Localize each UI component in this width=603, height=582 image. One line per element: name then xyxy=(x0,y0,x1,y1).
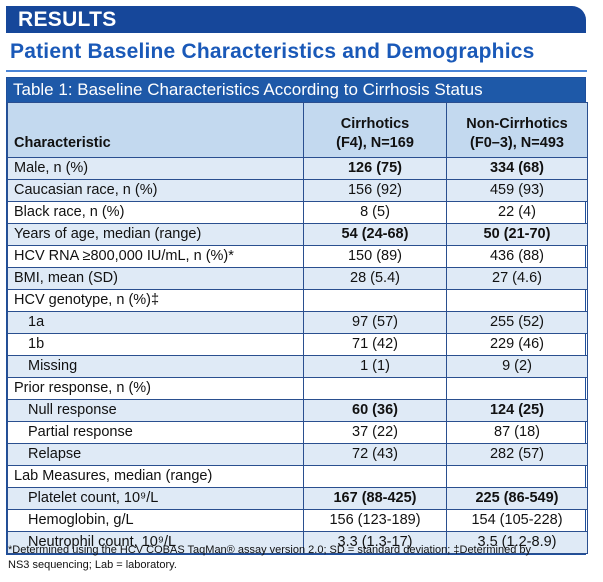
cirrhotics-value: 126 (75) xyxy=(303,157,447,180)
cirrhotics-value: 28 (5.4) xyxy=(303,267,447,290)
non-cirrhotics-value: 154 (105-228) xyxy=(446,509,588,532)
table-row: BMI, mean (SD) 28 (5.4) 27 (4.6) xyxy=(7,267,588,290)
cirrhotics-value: 97 (57) xyxy=(303,311,447,334)
non-cirrhotics-value: 9 (2) xyxy=(446,355,588,378)
cirrhotics-value: 54 (24-68) xyxy=(303,223,447,246)
table-row: Partial response 37 (22) 87 (18) xyxy=(7,421,588,444)
footnote-line-2: NS3 sequencing; Lab = laboratory. xyxy=(8,559,177,571)
table-row: Null response 60 (36) 124 (25) xyxy=(7,399,588,422)
row-label: Relapse xyxy=(7,443,304,466)
banner-title: RESULTS xyxy=(18,8,117,31)
row-label: Black race, n (%) xyxy=(7,201,304,224)
cirrhotics-value: 167 (88-425) xyxy=(303,487,447,510)
table-row: 1a 97 (57) 255 (52) xyxy=(7,311,588,334)
table-row: Prior response, n (%) xyxy=(7,377,588,400)
non-cirrhotics-value: 334 (68) xyxy=(446,157,588,180)
header-cirrhotics-line2: (F4), N=169 xyxy=(336,135,414,151)
non-cirrhotics-value: 255 (52) xyxy=(446,311,588,334)
row-label: Missing xyxy=(7,355,304,378)
non-cirrhotics-value: 459 (93) xyxy=(446,179,588,202)
table-title: Table 1: Baseline Characteristics Accord… xyxy=(7,78,585,102)
non-cirrhotics-value: 124 (25) xyxy=(446,399,588,422)
cirrhotics-value: 37 (22) xyxy=(303,421,447,444)
baseline-table: Table 1: Baseline Characteristics Accord… xyxy=(6,77,588,555)
cirrhotics-value xyxy=(303,289,447,312)
row-label: Caucasian race, n (%) xyxy=(7,179,304,202)
subtitle-divider xyxy=(6,70,587,72)
cirrhotics-value: 156 (92) xyxy=(303,179,447,202)
table-row: Caucasian race, n (%) 156 (92) 459 (93) xyxy=(7,179,588,202)
non-cirrhotics-value: 22 (4) xyxy=(446,201,588,224)
header-row: Characteristic Cirrhotics (F4), N=169 No… xyxy=(7,102,588,158)
row-label: Neutrophil count, 10⁹/L xyxy=(7,531,304,554)
row-label: Partial response xyxy=(7,421,304,444)
table-row: Black race, n (%) 8 (5) 22 (4) xyxy=(7,201,588,224)
table-row: Hemoglobin, g/L 156 (123-189) 154 (105-228… xyxy=(7,509,588,532)
table-row: Lab Measures, median (range) xyxy=(7,465,588,488)
table-row: Platelet count, 10⁹/L 167 (88-425) 225 (86… xyxy=(7,487,588,510)
non-cirrhotics-value xyxy=(446,377,588,400)
cirrhotics-value: 156 (123-189) xyxy=(303,509,447,532)
table-row: Missing 1 (1) 9 (2) xyxy=(7,355,588,378)
row-label: Null response xyxy=(7,399,304,422)
table-row: HCV genotype, n (%)‡ xyxy=(7,289,588,312)
cirrhotics-value: 150 (89) xyxy=(303,245,447,268)
row-label: BMI, mean (SD) xyxy=(7,267,304,290)
non-cirrhotics-value: 436 (88) xyxy=(446,245,588,268)
table-row: Neutrophil count, 10⁹/L 3.3 (1.3-17) 3.5 (… xyxy=(7,531,588,554)
data-table: Characteristic Cirrhotics (F4), N=169 No… xyxy=(7,102,588,554)
non-cirrhotics-value xyxy=(446,289,588,312)
row-label: Years of age, median (range) xyxy=(7,223,304,246)
cirrhotics-value xyxy=(303,465,447,488)
non-cirrhotics-value: 50 (21-70) xyxy=(446,223,588,246)
row-label: 1a xyxy=(7,311,304,334)
cirrhotics-value: 8 (5) xyxy=(303,201,447,224)
header-non-cirrhotics-line2: (F0–3), N=493 xyxy=(470,135,564,151)
non-cirrhotics-value: 282 (57) xyxy=(446,443,588,466)
non-cirrhotics-value: 225 (86-549) xyxy=(446,487,588,510)
cirrhotics-value: 71 (42) xyxy=(303,333,447,356)
non-cirrhotics-value xyxy=(446,465,588,488)
row-label: Platelet count, 10⁹/L xyxy=(7,487,304,510)
row-label: HCV RNA ≥800,000 IU/mL, n (%)* xyxy=(7,245,304,268)
non-cirrhotics-value: 3.5 (1.2-8.9) xyxy=(446,531,588,554)
row-label: HCV genotype, n (%)‡ xyxy=(7,289,304,312)
row-label: Male, n (%) xyxy=(7,157,304,180)
header-cirrhotics-line1: Cirrhotics xyxy=(340,116,410,132)
table-row: Relapse 72 (43) 282 (57) xyxy=(7,443,588,466)
cirrhotics-value: 3.3 (1.3-17) xyxy=(303,531,447,554)
row-label: 1b xyxy=(7,333,304,356)
non-cirrhotics-value: 87 (18) xyxy=(446,421,588,444)
cirrhotics-value: 60 (36) xyxy=(303,399,447,422)
non-cirrhotics-value: 27 (4.6) xyxy=(446,267,588,290)
table-row: Years of age, median (range) 54 (24-68) 50… xyxy=(7,223,588,246)
section-subtitle: Patient Baseline Characteristics and Dem… xyxy=(10,40,535,63)
table-row: 1b 71 (42) 229 (46) xyxy=(7,333,588,356)
header-non-cirrhotics-line1: Non-Cirrhotics xyxy=(466,116,568,132)
footnote: *Determined using the HCV COBAS TaqMan® … xyxy=(8,543,598,573)
cirrhotics-value xyxy=(303,377,447,400)
table-row: Male, n (%) 126 (75) 334 (68) xyxy=(7,157,588,180)
header-non-cirrhotics: Non-Cirrhotics (F0–3), N=493 xyxy=(446,102,588,158)
results-banner: RESULTS xyxy=(6,6,586,33)
row-label: Prior response, n (%) xyxy=(7,377,304,400)
table-row: HCV RNA ≥800,000 IU/mL, n (%)* 150 (89) 43… xyxy=(7,245,588,268)
row-label: Lab Measures, median (range) xyxy=(7,465,304,488)
header-cirrhotics: Cirrhotics (F4), N=169 xyxy=(303,102,447,158)
footnote-line-1: *Determined using the HCV COBAS TaqMan® … xyxy=(8,544,532,556)
non-cirrhotics-value: 229 (46) xyxy=(446,333,588,356)
cirrhotics-value: 72 (43) xyxy=(303,443,447,466)
cirrhotics-value: 1 (1) xyxy=(303,355,447,378)
header-characteristic: Characteristic xyxy=(7,102,304,158)
row-label: Hemoglobin, g/L xyxy=(7,509,304,532)
